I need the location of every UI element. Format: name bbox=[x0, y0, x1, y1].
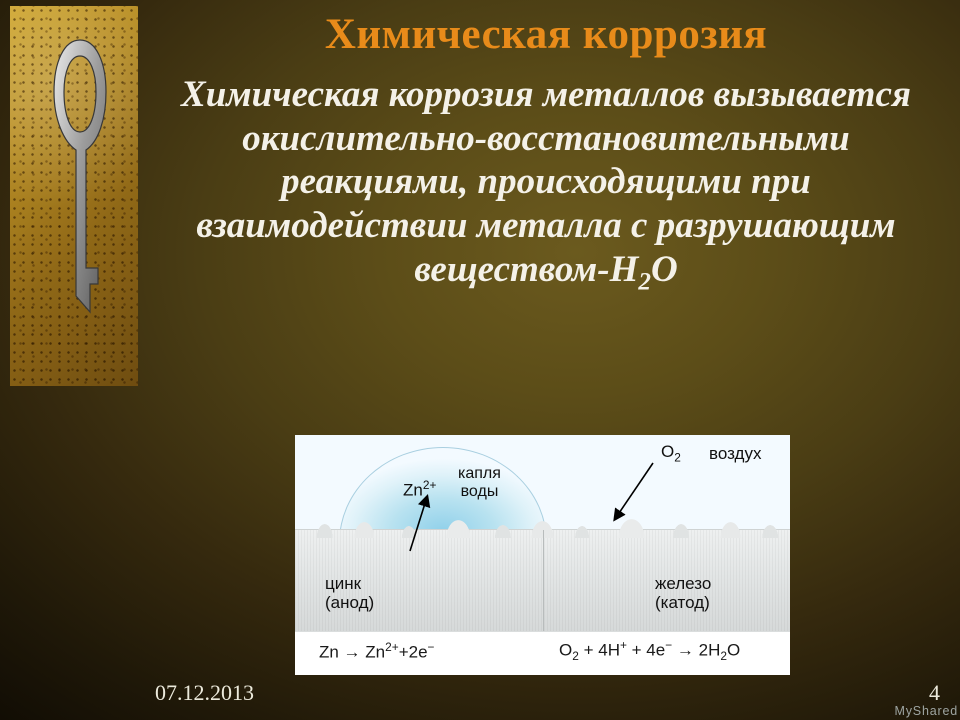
label-iron-line2: (катод) bbox=[655, 594, 711, 613]
sidebar-image bbox=[10, 6, 138, 386]
label-zinc: цинк (анод) bbox=[325, 575, 374, 612]
label-o2: O2 bbox=[661, 443, 681, 464]
footer-date: 07.12.2013 bbox=[155, 680, 254, 706]
corrosion-diagram: O2 воздух капля воды Zn2+ цинк (анод) же… bbox=[295, 435, 790, 675]
label-iron: железо (катод) bbox=[655, 575, 711, 612]
label-iron-line1: железо bbox=[655, 575, 711, 594]
label-drop: капля воды bbox=[458, 465, 501, 500]
diagram-metal-divider bbox=[543, 530, 544, 631]
label-zn-ion: Zn2+ bbox=[403, 479, 436, 500]
label-drop-line1: капля bbox=[458, 465, 501, 483]
label-drop-line2: воды bbox=[458, 483, 501, 501]
main-content: Химическая коррозия Химическая коррозия … bbox=[150, 10, 942, 297]
footer-page: 4 bbox=[929, 680, 940, 706]
watermark-text: MyShared bbox=[895, 704, 958, 718]
label-air: воздух bbox=[709, 445, 761, 464]
equation-left: Zn → Zn2++2e− bbox=[319, 640, 434, 663]
label-zinc-line1: цинк bbox=[325, 575, 374, 594]
equation-right: O2 + 4H+ + 4e− → 2H2O bbox=[559, 638, 740, 663]
key-icon bbox=[52, 34, 108, 334]
body-text: Химическая коррозия металлов вызывается … bbox=[150, 73, 942, 297]
page-title: Химическая коррозия bbox=[150, 10, 942, 59]
label-zinc-line2: (анод) bbox=[325, 594, 374, 613]
